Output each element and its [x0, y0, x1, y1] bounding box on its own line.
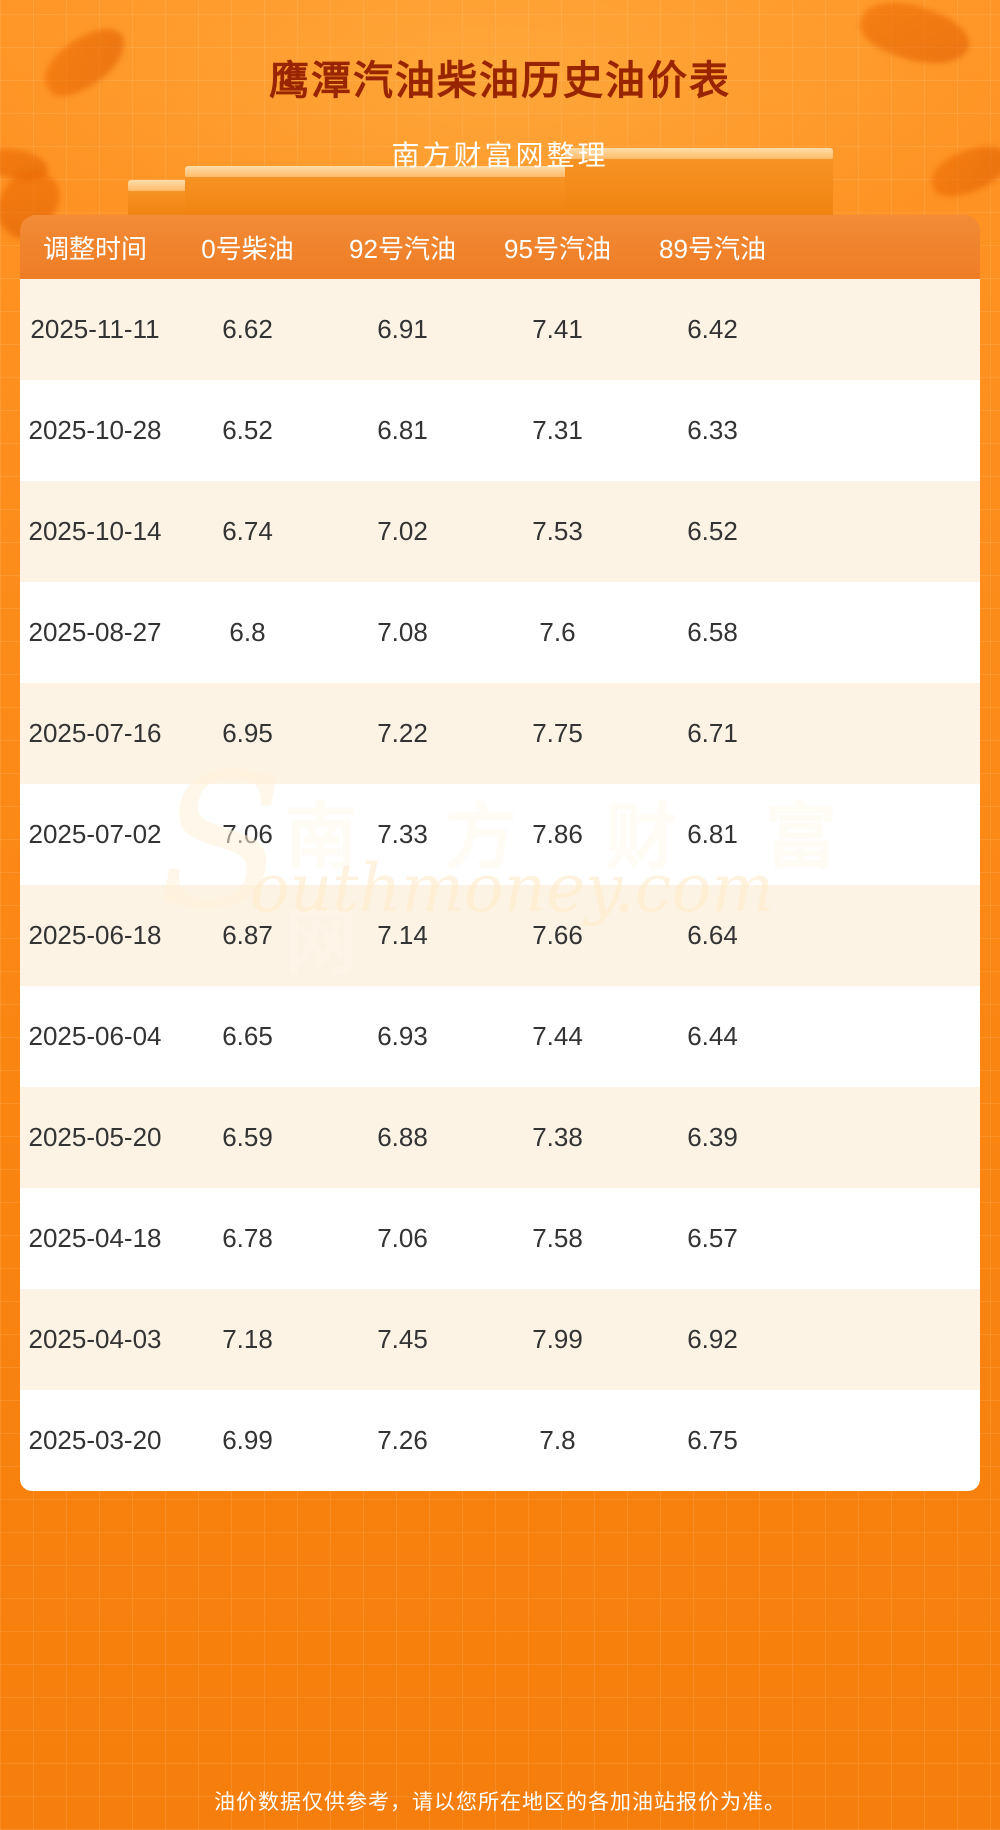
price-gas-95: 7.86 — [532, 819, 583, 849]
table-row: 2025-07-02 7.06 7.33 7.86 6.81 — [20, 784, 980, 885]
price-gas-95: 7.44 — [532, 1021, 583, 1051]
price-gas-95: 7.6 — [539, 617, 576, 647]
price-gas-92: 7.22 — [377, 718, 428, 748]
price-gas-89: 6.64 — [687, 920, 738, 950]
table-body: 2025-11-11 6.62 6.91 7.41 6.42 2025-10-2… — [20, 279, 980, 1491]
table-row: 2025-10-14 6.74 7.02 7.53 6.52 — [20, 481, 980, 582]
row-date: 2025-06-04 — [28, 1021, 162, 1051]
price-gas-92: 7.02 — [377, 516, 428, 546]
row-date: 2025-03-20 — [28, 1425, 162, 1455]
price-gas-92: 6.81 — [377, 415, 428, 445]
price-gas-95: 7.53 — [532, 516, 583, 546]
row-date: 2025-04-03 — [28, 1324, 162, 1354]
price-gas-92: 7.45 — [377, 1324, 428, 1354]
table-row: 2025-06-04 6.65 6.93 7.44 6.44 — [20, 986, 980, 1087]
price-gas-89: 6.39 — [687, 1122, 738, 1152]
price-gas-95: 7.38 — [532, 1122, 583, 1152]
price-diesel-0: 6.62 — [222, 314, 273, 344]
price-gas-95: 7.66 — [532, 920, 583, 950]
price-diesel-0: 6.74 — [222, 516, 273, 546]
row-date: 2025-08-27 — [28, 617, 162, 647]
header-gas-95: 95号汽油 — [504, 233, 611, 264]
price-diesel-0: 7.18 — [222, 1324, 273, 1354]
page-title: 鹰潭汽油柴油历史油价表 — [269, 59, 731, 103]
price-gas-92: 6.88 — [377, 1122, 428, 1152]
price-gas-92: 7.33 — [377, 819, 428, 849]
price-gas-92: 6.93 — [377, 1021, 428, 1051]
price-diesel-0: 6.52 — [222, 415, 273, 445]
price-gas-92: 7.08 — [377, 617, 428, 647]
price-gas-95: 7.8 — [539, 1425, 576, 1455]
podium-decoration — [0, 0, 1000, 230]
price-diesel-0: 6.78 — [222, 1223, 273, 1253]
table-row: 2025-04-03 7.18 7.45 7.99 6.92 — [20, 1289, 980, 1390]
price-diesel-0: 6.95 — [222, 718, 273, 748]
price-diesel-0: 6.8 — [229, 617, 266, 647]
price-diesel-0: 6.59 — [222, 1122, 273, 1152]
price-gas-89: 6.44 — [687, 1021, 738, 1051]
row-date: 2025-05-20 — [28, 1122, 162, 1152]
table-row: 2025-07-16 6.95 7.22 7.75 6.71 — [20, 683, 980, 784]
table-row: 2025-11-11 6.62 6.91 7.41 6.42 — [20, 279, 980, 380]
price-gas-92: 7.06 — [377, 1223, 428, 1253]
price-gas-95: 7.75 — [532, 718, 583, 748]
price-gas-89: 6.75 — [687, 1425, 738, 1455]
table-row: 2025-10-28 6.52 6.81 7.31 6.33 — [20, 380, 980, 481]
table-header-row: 调整时间 0号柴油 92号汽油 95号汽油 89号汽油 — [20, 215, 980, 279]
oil-price-table: 调整时间 0号柴油 92号汽油 95号汽油 89号汽油 2025-11-11 6… — [20, 215, 980, 1491]
table-row: 2025-04-18 6.78 7.06 7.58 6.57 — [20, 1188, 980, 1289]
price-gas-95: 7.58 — [532, 1223, 583, 1253]
price-diesel-0: 6.87 — [222, 920, 273, 950]
price-gas-89: 6.58 — [687, 617, 738, 647]
price-gas-95: 7.31 — [532, 415, 583, 445]
header-adjust-time: 调整时间 — [42, 233, 147, 264]
table-row: 2025-08-27 6.8 7.08 7.6 6.58 — [20, 582, 980, 683]
row-date: 2025-04-18 — [28, 1223, 162, 1253]
page-subtitle: 南方财富网整理 — [391, 140, 609, 171]
row-date: 2025-07-16 — [28, 718, 162, 748]
table-row: 2025-05-20 6.59 6.88 7.38 6.39 — [20, 1087, 980, 1188]
header-gas-89: 89号汽油 — [659, 233, 766, 264]
price-gas-89: 6.57 — [687, 1223, 738, 1253]
table-row: 2025-03-20 6.99 7.26 7.8 6.75 — [20, 1390, 980, 1491]
price-gas-95: 7.99 — [532, 1324, 583, 1354]
row-date: 2025-10-28 — [28, 415, 162, 445]
price-gas-95: 7.41 — [532, 314, 583, 344]
price-gas-89: 6.71 — [687, 718, 738, 748]
podium-block — [185, 166, 615, 218]
price-gas-89: 6.81 — [687, 819, 738, 849]
price-gas-89: 6.33 — [687, 415, 738, 445]
row-date: 2025-11-11 — [30, 314, 160, 344]
price-gas-89: 6.52 — [687, 516, 738, 546]
row-date: 2025-10-14 — [28, 516, 162, 546]
price-diesel-0: 6.65 — [222, 1021, 273, 1051]
price-gas-89: 6.92 — [687, 1324, 738, 1354]
price-gas-92: 7.26 — [377, 1425, 428, 1455]
header-diesel-0: 0号柴油 — [201, 233, 294, 264]
price-gas-89: 6.42 — [687, 314, 738, 344]
price-gas-92: 7.14 — [377, 920, 428, 950]
podium-block — [565, 148, 833, 218]
podium-block — [128, 180, 190, 218]
price-diesel-0: 7.06 — [222, 819, 273, 849]
row-date: 2025-06-18 — [28, 920, 162, 950]
row-date: 2025-07-02 — [28, 819, 162, 849]
price-diesel-0: 6.99 — [222, 1425, 273, 1455]
header-gas-92: 92号汽油 — [349, 233, 456, 264]
table-row: 2025-06-18 6.87 7.14 7.66 6.64 — [20, 885, 980, 986]
price-gas-92: 6.91 — [377, 314, 428, 344]
footer-disclaimer: 油价数据仅供参考，请以您所在地区的各加油站报价为准。 — [214, 1791, 786, 1814]
